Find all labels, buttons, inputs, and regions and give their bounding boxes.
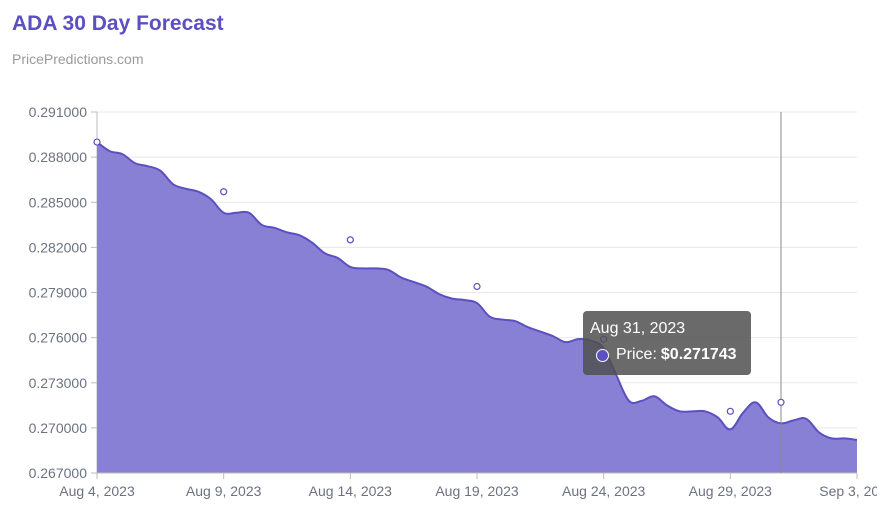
y-tick-label: 0.282000 — [29, 239, 88, 255]
data-point-marker — [473, 282, 481, 291]
y-tick-label: 0.288000 — [29, 149, 88, 165]
chart-subtitle: PricePredictions.com — [12, 51, 144, 67]
tooltip-row: Price: $0.271743 — [590, 346, 751, 364]
price-area — [97, 142, 857, 474]
data-point-marker — [93, 138, 101, 146]
tooltip-date: Aug 31, 2023 — [590, 320, 686, 337]
chart-title: ADA 30 Day Forecast — [12, 12, 224, 35]
x-tick-label: Aug 9, 2023 — [186, 483, 262, 499]
y-tick-label: 0.285000 — [29, 194, 88, 210]
y-tick-label: 0.279000 — [29, 285, 88, 301]
y-tick-label: 0.291000 — [29, 104, 88, 120]
x-tick-label: Aug 4, 2023 — [59, 483, 135, 499]
data-point-marker — [777, 398, 785, 406]
data-point-marker — [346, 236, 354, 244]
y-tick-label: 0.267000 — [29, 465, 88, 481]
x-tick-label: Aug 19, 2023 — [435, 483, 519, 499]
tooltip-value: $0.271743 — [660, 346, 737, 363]
x-tick-label: Aug 29, 2023 — [689, 483, 773, 499]
x-tick-label: Aug 24, 2023 — [562, 483, 646, 499]
data-point-marker — [726, 407, 734, 415]
y-tick-label: 0.276000 — [29, 330, 88, 346]
series-dot-icon — [596, 348, 609, 362]
price-line — [96, 141, 858, 441]
data-point-marker — [220, 188, 228, 196]
x-tick-label: Sep 3, 2023 — [819, 483, 877, 499]
price-tooltip: Aug 31, 2023 Price: $0.271743 — [583, 311, 751, 375]
tooltip-series-label: Price: — [616, 346, 657, 363]
y-tick-label: 0.273000 — [29, 375, 88, 391]
x-tick-label: Aug 14, 2023 — [309, 483, 393, 499]
y-tick-label: 0.270000 — [29, 420, 88, 436]
